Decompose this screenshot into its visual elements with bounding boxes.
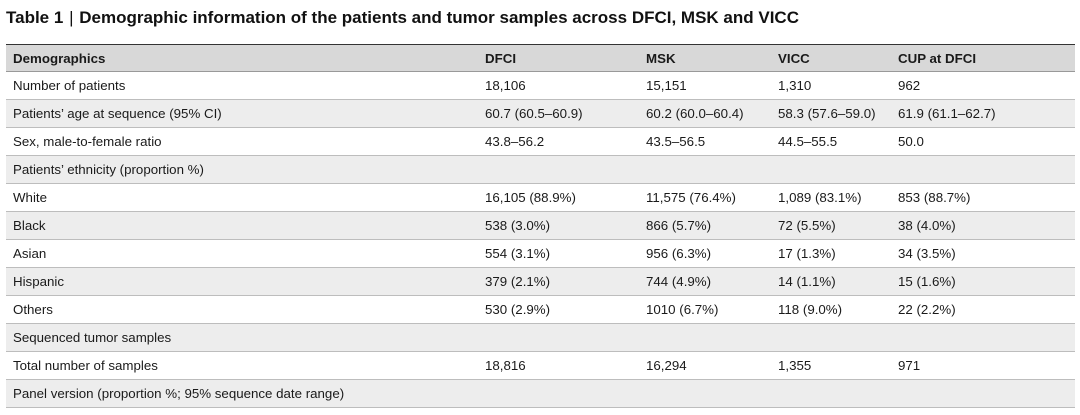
cup-at-dfci-value xyxy=(891,324,1075,352)
cup-at-dfci-value xyxy=(891,380,1075,408)
dfci-value: 18,106 xyxy=(485,78,526,93)
dfci-value xyxy=(478,380,639,408)
dfci-value: 554 (3.1%) xyxy=(485,246,551,261)
table-row: Total number of samples 18,816 16,294 1,355… xyxy=(6,352,1075,380)
table-row: Number of patients 18,106 15,151 1,310 962 xyxy=(6,72,1075,100)
cup-at-dfci-value: 61.9 (61.1–62.7) xyxy=(898,106,996,121)
dfci-value: 538 (3.0%) xyxy=(485,218,551,233)
table-row: White 16,105 (88.9%) 11,575 (76.4%) 1,089 (… xyxy=(6,184,1075,212)
column-header-cup-at-dfci: CUP at DFCI xyxy=(891,44,1075,72)
table-row: Hispanic 379 (2.1%) 744 (4.9%) 14 (1.1%) 15 … xyxy=(6,267,1075,296)
row-label: Black xyxy=(13,218,46,233)
table-row: Sequenced tumor samples xyxy=(6,323,1075,352)
cup-at-dfci-value: 962 xyxy=(898,78,921,93)
msk-value: 11,575 (76.4%) xyxy=(646,190,736,205)
vicc-value xyxy=(771,324,891,352)
dfci-value: 530 (2.9%) xyxy=(485,302,551,317)
msk-value: 16,294 xyxy=(646,358,687,373)
cup-at-dfci-value: 971 xyxy=(898,358,921,373)
vicc-value: 118 (9.0%) xyxy=(778,302,843,317)
table-row: Sex, male-to-female ratio 43.8–56.2 43.5–5… xyxy=(6,128,1075,156)
cup-at-dfci-value: 50.0 xyxy=(898,134,924,149)
table-row: Asian 554 (3.1%) 956 (6.3%) 17 (1.3%) 34 (3.… xyxy=(6,240,1075,268)
dfci-value xyxy=(478,156,639,184)
vicc-value: 17 (1.3%) xyxy=(778,246,836,261)
row-label: Patients’ age at sequence (95% CI) xyxy=(13,106,222,121)
row-label: Panel version (proportion %; 95% sequenc… xyxy=(13,386,345,401)
msk-value: 1010 (6.7%) xyxy=(646,302,719,317)
dfci-value: 379 (2.1%) xyxy=(485,274,551,289)
vicc-value: 1,310 xyxy=(778,78,812,93)
vicc-value: 44.5–55.5 xyxy=(778,134,838,149)
table-title: Demographic information of the patients … xyxy=(79,8,799,27)
row-label: Patients’ ethnicity (proportion %) xyxy=(13,162,204,177)
cup-at-dfci-value: 853 (88.7%) xyxy=(898,190,971,205)
table-body: Number of patients 18,106 15,151 1,310 962 Pa… xyxy=(6,72,1075,408)
vicc-value: 58.3 (57.6–59.0) xyxy=(778,106,876,121)
vicc-value: 72 (5.5%) xyxy=(778,218,836,233)
table-row: Patients’ age at sequence (95% CI) 60.7 (… xyxy=(6,99,1075,128)
msk-value: 956 (6.3%) xyxy=(646,246,712,261)
vicc-value: 14 (1.1%) xyxy=(778,274,836,289)
row-label: Hispanic xyxy=(13,274,64,289)
demographics-table: Demographics DFCI MSK VICC CUP at DFCI N… xyxy=(6,44,1075,408)
table-row: Patients’ ethnicity (proportion %) xyxy=(6,155,1075,184)
cup-at-dfci-value: 22 (2.2%) xyxy=(898,302,956,317)
column-header-demographics: Demographics xyxy=(6,44,478,72)
msk-value: 15,151 xyxy=(646,78,687,93)
dfci-value: 18,816 xyxy=(485,358,526,373)
row-label: White xyxy=(13,190,47,205)
cup-at-dfci-value xyxy=(891,156,1075,184)
vicc-value: 1,089 (83.1%) xyxy=(778,190,862,205)
msk-value xyxy=(639,380,771,408)
dfci-value xyxy=(478,324,639,352)
table-row: Black 538 (3.0%) 866 (5.7%) 72 (5.5%) 38 (4.… xyxy=(6,211,1075,240)
msk-value: 60.2 (60.0–60.4) xyxy=(646,106,744,121)
header-row: Demographics DFCI MSK VICC CUP at DFCI xyxy=(6,44,1075,72)
row-label: Others xyxy=(13,302,53,317)
dfci-value: 43.8–56.2 xyxy=(485,134,545,149)
msk-value: 43.5–56.5 xyxy=(646,134,706,149)
cup-at-dfci-value: 34 (3.5%) xyxy=(898,246,956,261)
column-header-dfci: DFCI xyxy=(478,44,639,72)
table-row: Others 530 (2.9%) 1010 (6.7%) 118 (9.0%) 22 … xyxy=(6,296,1075,324)
table-row: Panel version (proportion %; 95% sequenc… xyxy=(6,379,1075,408)
cup-at-dfci-value: 38 (4.0%) xyxy=(898,218,956,233)
table-caption: Table 1 | Demographic information of the… xyxy=(6,8,799,28)
row-label: Sequenced tumor samples xyxy=(13,330,172,345)
row-label: Number of patients xyxy=(13,78,126,93)
dfci-value: 16,105 (88.9%) xyxy=(485,190,576,205)
vicc-value: 1,355 xyxy=(778,358,812,373)
msk-value xyxy=(639,156,771,184)
dfci-value: 60.7 (60.5–60.9) xyxy=(485,106,583,121)
msk-value: 744 (4.9%) xyxy=(646,274,712,289)
cup-at-dfci-value: 15 (1.6%) xyxy=(898,274,956,289)
table-label: Table 1 xyxy=(6,8,64,27)
column-header-msk: MSK xyxy=(639,44,771,72)
row-label: Sex, male-to-female ratio xyxy=(13,134,162,149)
caption-separator: | xyxy=(69,8,74,27)
vicc-value xyxy=(771,156,891,184)
row-label: Total number of samples xyxy=(13,358,158,373)
vicc-value xyxy=(771,380,891,408)
msk-value: 866 (5.7%) xyxy=(646,218,712,233)
column-header-vicc: VICC xyxy=(771,44,891,72)
row-label: Asian xyxy=(13,246,47,261)
msk-value xyxy=(639,324,771,352)
table-header: Demographics DFCI MSK VICC CUP at DFCI xyxy=(6,44,1075,72)
